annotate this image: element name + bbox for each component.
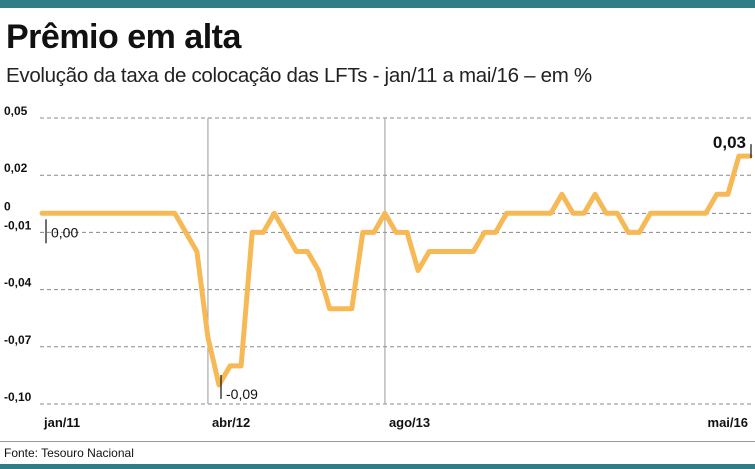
x-tick-label: mai/16	[708, 415, 748, 430]
source-note: Fonte: Tesouro Nacional	[4, 446, 134, 460]
y-tick-label: -0,04	[4, 276, 32, 290]
x-tick-label: ago/13	[389, 415, 430, 430]
y-tick-label: 0,02	[4, 161, 28, 175]
data-label-end: 0,03	[713, 133, 746, 152]
chart-subtitle: Evolução da taxa de colocação das LFTs -…	[6, 64, 592, 87]
series-layer	[39, 153, 753, 388]
grid-layer	[40, 117, 752, 405]
y-axis-labels: 0,05 0,02 0 -0,01 -0,04 -0,07 -0,10	[4, 104, 32, 404]
x-tick-label: jan/11	[43, 415, 80, 430]
source-divider	[0, 441, 755, 442]
y-tick-label: -0,01	[4, 218, 32, 232]
y-tick-label: 0,05	[4, 104, 28, 118]
y-tick-label: 0	[4, 199, 11, 213]
annotation-layer: 0,00 -0,09 0,03	[45, 133, 752, 402]
series-line	[39, 153, 753, 388]
top-accent-bar	[0, 0, 755, 8]
line-chart: 0,05 0,02 0 -0,01 -0,04 -0,07 -0,10 jan/11 abr/…	[4, 104, 753, 430]
bottom-accent-bar	[0, 464, 755, 469]
x-tick-label: abr/12	[212, 415, 250, 430]
y-tick-label: -0,07	[4, 333, 32, 347]
x-axis-labels: jan/11 abr/12 ago/13 mai/16	[43, 415, 748, 430]
chart-title: Prêmio em alta	[6, 18, 241, 56]
data-label-start: 0,00	[51, 224, 78, 240]
y-tick-label: -0,10	[4, 390, 32, 404]
data-label-min: -0,09	[226, 386, 258, 402]
